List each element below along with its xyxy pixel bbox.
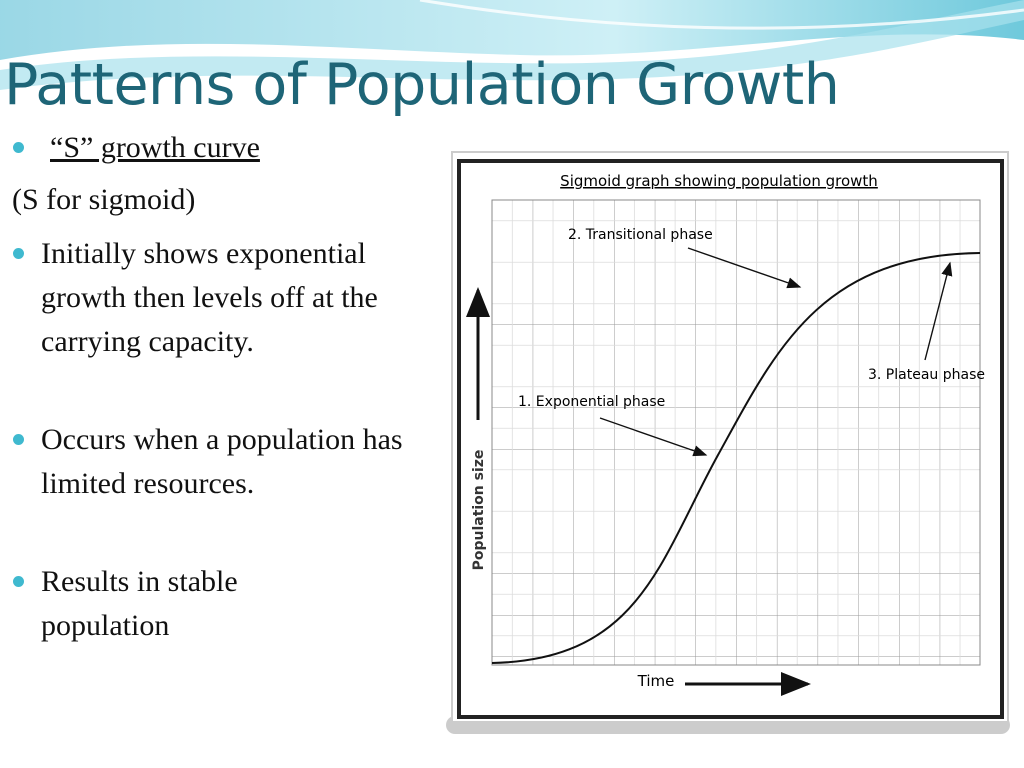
bullet-dot bbox=[13, 248, 24, 259]
annotation: 2. Transitional phase bbox=[568, 227, 713, 243]
note: (S for sigmoid) bbox=[12, 183, 196, 216]
annotation: 3. Plateau phase bbox=[868, 367, 985, 383]
heading-bullet: “S” growth curve bbox=[50, 131, 260, 164]
bullet-text: Occurs when a population has limited res… bbox=[41, 423, 403, 500]
slide-title: Patterns of Population Growth bbox=[4, 52, 840, 118]
x-label: Time bbox=[637, 672, 675, 690]
bullet-dot bbox=[13, 142, 24, 153]
sigmoid-curve bbox=[491, 252, 981, 664]
figure-title: Sigmoid graph showing population growth bbox=[560, 172, 878, 190]
bullet-text: Results in stable population bbox=[41, 565, 238, 642]
annotation-arrow bbox=[599, 417, 708, 457]
figure: Sigmoid graph showing population growth … bbox=[446, 151, 1010, 734]
bullet-text: Initially shows exponential growth then … bbox=[41, 237, 378, 358]
header-waves bbox=[0, 0, 1024, 90]
bullet-dot bbox=[13, 576, 24, 587]
annotation-arrow bbox=[924, 261, 953, 361]
annotation-arrow bbox=[687, 247, 802, 289]
y-label: Population size bbox=[471, 450, 487, 571]
annotation: 1. Exponential phase bbox=[518, 394, 665, 410]
bullet-dot bbox=[13, 434, 24, 445]
grid bbox=[491, 199, 981, 666]
